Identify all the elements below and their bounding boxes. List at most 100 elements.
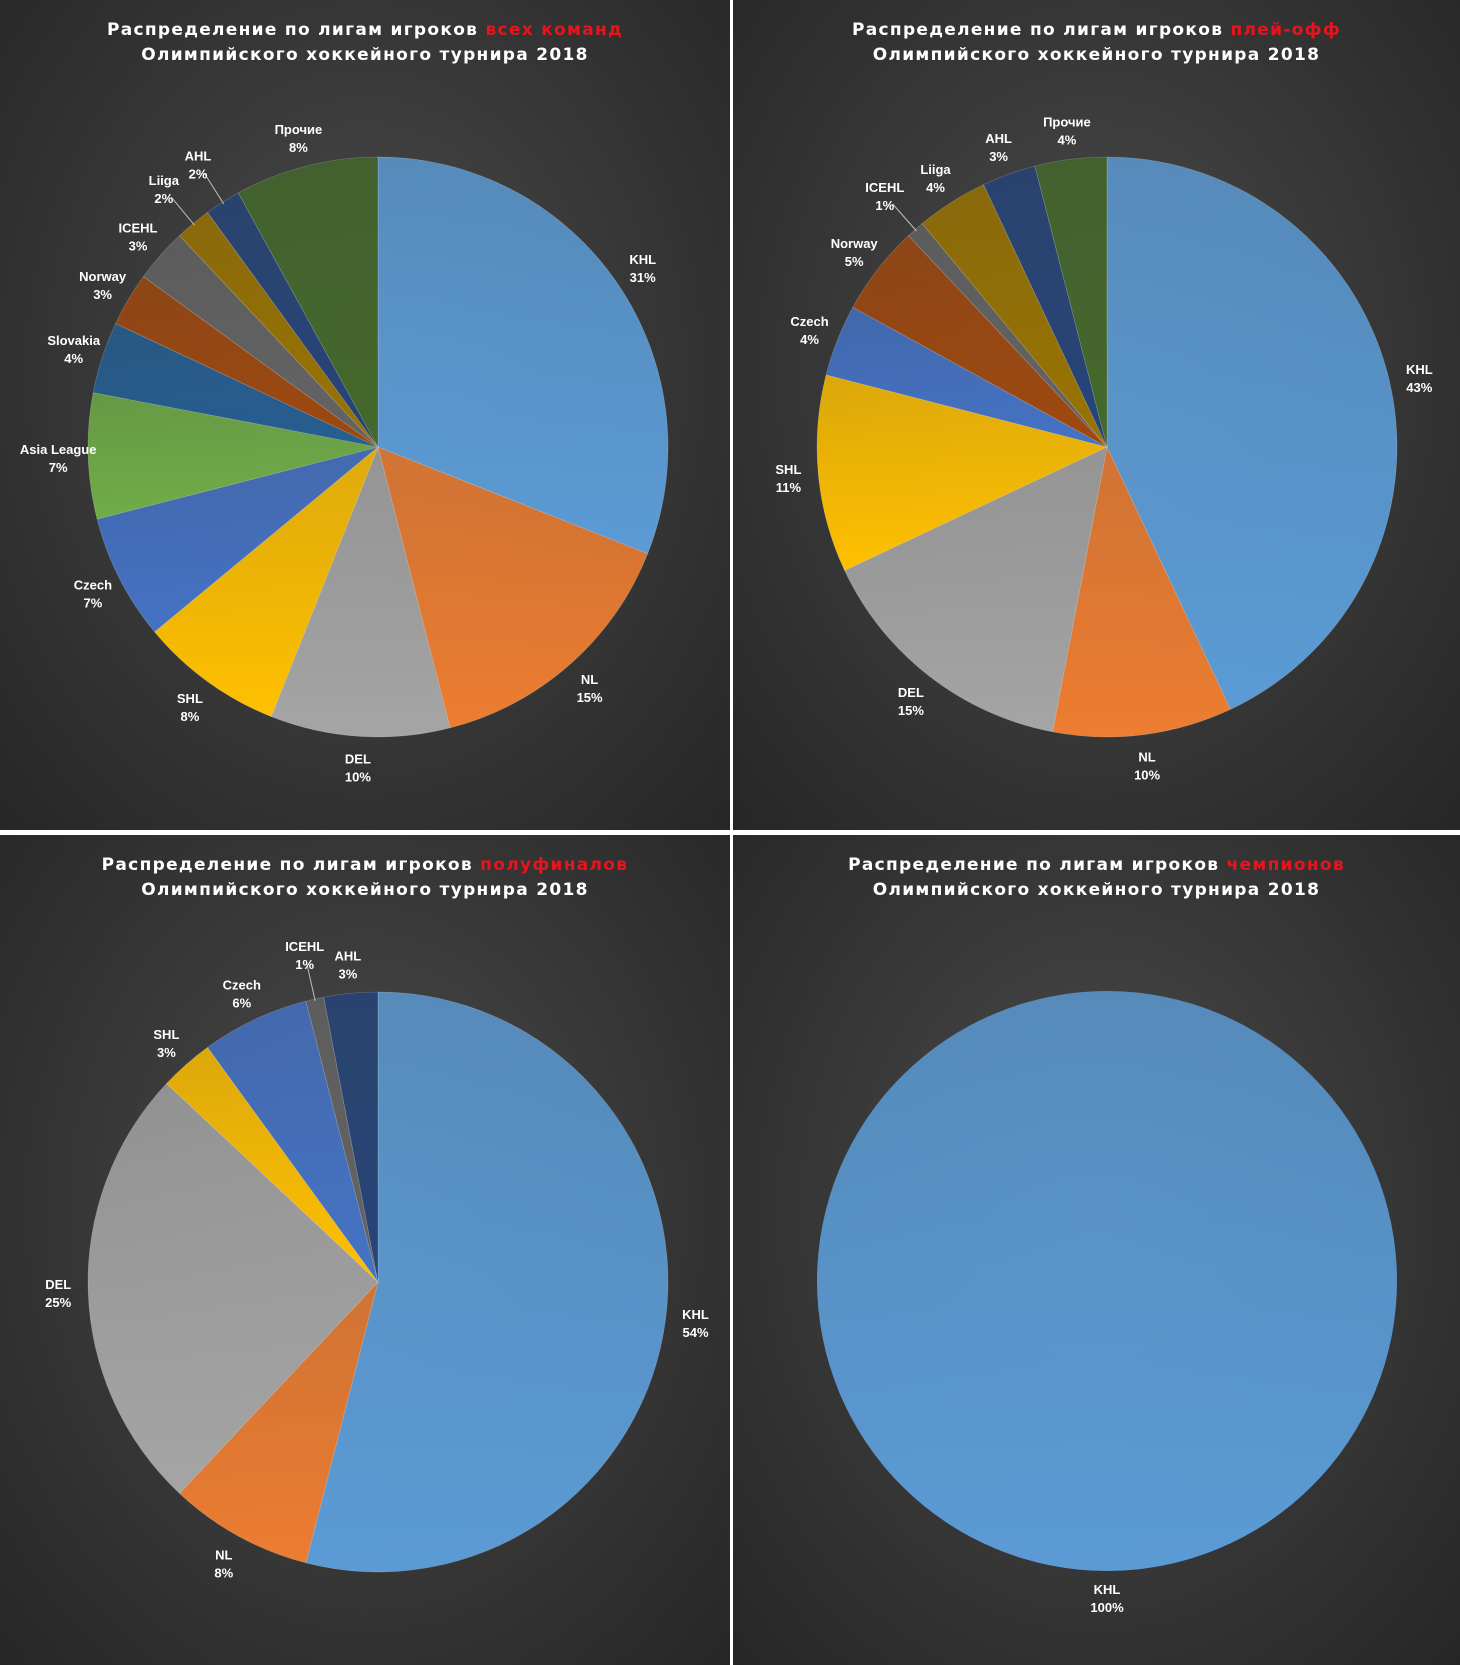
pie-slice-nl [179, 1281, 379, 1564]
leader-line-icehl [306, 965, 316, 1002]
pie-chart-champions: KHL 100% [817, 991, 1397, 1615]
pie-slice-прочие [1034, 156, 1108, 448]
slice-label-liiga: Liiga [920, 162, 951, 177]
pie-slice-shl [154, 446, 379, 718]
chart-title-prefix: Распределение по лигам игроков [851, 20, 1224, 40]
leader-line-icehl [892, 203, 917, 232]
slice-label-slovakia: Slovakia [47, 333, 101, 348]
slice-value-slovakia: 4% [64, 351, 83, 366]
slice-value-del: 15% [898, 703, 924, 718]
pie-chart-all-teams: KHL 31% NL 15% DEL 10% SHL 8% Czech 7% Asia League… [20, 122, 669, 784]
slice-label-icehl: ICEHL [865, 180, 904, 195]
pie-slice-khl [817, 991, 1397, 1571]
pie-slice-khl [1106, 156, 1398, 710]
slice-value-liiga: 2% [154, 191, 173, 206]
slice-label-norway: Norway [79, 269, 127, 284]
slice-value-del: 25% [45, 1295, 71, 1310]
slice-label-asia-league: Asia League [20, 442, 97, 457]
chart-panel-semifinals: Распределение по лигам игроков полуфинал… [0, 835, 730, 1665]
slice-label-khl: KHL [682, 1307, 709, 1322]
pie-slice-ahl [323, 991, 379, 1283]
pie-slice-del [844, 446, 1108, 733]
chart-panel-all-teams: Распределение по лигам игроков всех кома… [0, 0, 730, 830]
slice-label-icehl: ICEHL [119, 220, 158, 235]
slice-value-asia-league: 7% [49, 460, 68, 475]
slice-label-shl: SHL [177, 691, 203, 706]
slice-label-khl: KHL [1094, 1582, 1121, 1597]
slice-value-czech: 7% [84, 595, 103, 610]
slice-value-прочие: 4% [1058, 133, 1077, 148]
pie-slice-del [270, 446, 451, 738]
slice-value-khl: 100% [1090, 1600, 1124, 1615]
slice-label-shl: SHL [775, 462, 801, 477]
slice-value-del: 10% [345, 769, 371, 784]
slice-label-icehl: ICEHL [285, 939, 324, 954]
pie-slice-norway [852, 235, 1108, 448]
slice-value-khl: 31% [630, 270, 656, 285]
slice-value-czech: 4% [800, 332, 819, 347]
chart-title-line2: Олимпийского хоккейного турнира 2018 [141, 45, 589, 65]
slice-value-nl: 10% [1134, 768, 1160, 783]
chart-title: Распределение по лигам игроков чемпионов… [733, 853, 1460, 903]
pie-slice-khl [377, 156, 669, 555]
pie-slice-khl [305, 991, 669, 1573]
pie-chart-semifinals: KHL 54% NL 8% DEL 25% SHL 3% Czech 6% ICEHL 1% AHL 3% [45, 939, 709, 1580]
pie-slice-czech [96, 446, 379, 633]
pie-chart-playoffs: KHL 43% NL 10% DEL 15% SHL 11% Czech 4% Norway 5% IC… [775, 115, 1432, 783]
pie-slice-slovakia [92, 323, 379, 448]
chart-title-highlight: полуфиналов [480, 855, 629, 875]
chart-title: Распределение по лигам игроков полуфинал… [0, 853, 730, 903]
slice-value-прочие: 8% [289, 140, 308, 155]
pie-slice-czech [825, 306, 1108, 448]
pie-slice-del [87, 1083, 379, 1494]
leader-line-ahl [203, 173, 225, 205]
slice-label-nl: NL [215, 1547, 232, 1562]
chart-title-highlight: чемпионов [1226, 855, 1345, 875]
pie-slice-shl [816, 374, 1108, 571]
slice-value-khl: 54% [682, 1325, 708, 1340]
slice-label-liiga: Liiga [149, 173, 180, 188]
slice-value-icehl: 3% [129, 238, 148, 253]
slice-label-nl: NL [1138, 750, 1155, 765]
slice-label-del: DEL [345, 751, 371, 766]
slice-label-прочие: Прочие [1043, 115, 1091, 130]
slice-value-shl: 11% [776, 480, 802, 495]
slice-label-norway: Norway [831, 236, 879, 251]
pie-slice-shl [166, 1046, 379, 1283]
pie-slice-nl [377, 446, 649, 729]
chart-title-line2: Олимпийского хоккейного турнира 2018 [141, 880, 589, 900]
slice-value-ahl: 3% [339, 966, 358, 981]
chart-title-highlight: плей-офф [1230, 20, 1342, 40]
slice-label-czech: Czech [223, 978, 261, 993]
chart-title-prefix: Распределение по лигам игроков [101, 855, 473, 875]
pie-slice-ahl [983, 165, 1108, 448]
slice-value-ahl: 3% [989, 149, 1008, 164]
pie-slice-liiga [921, 184, 1108, 448]
chart-title-line2: Олимпийского хоккейного турнира 2018 [872, 45, 1321, 65]
slice-value-liiga: 4% [926, 180, 945, 195]
slice-value-norway: 5% [845, 254, 864, 269]
chart-title-prefix: Распределение по лигам игроков [848, 855, 1220, 875]
pie-slice-czech [207, 1000, 379, 1283]
slice-value-khl: 43% [1406, 380, 1432, 395]
leader-line-liiga [171, 197, 195, 226]
slice-label-del: DEL [45, 1277, 71, 1292]
chart-title-highlight: всех команд [485, 20, 624, 40]
chart-panel-playoffs: Распределение по лигам игроков плей-офф … [733, 0, 1460, 830]
slice-label-nl: NL [581, 672, 598, 687]
pie-slice-norway [115, 276, 379, 448]
pie-slice-прочие [237, 156, 379, 448]
chart-panel-champions: Распределение по лигам игроков чемпионов… [733, 835, 1460, 1665]
slice-label-ahl: AHL [335, 948, 362, 963]
slice-label-ahl: AHL [185, 148, 212, 163]
slice-label-khl: KHL [629, 252, 656, 267]
pie-slice-icehl [142, 235, 379, 448]
slice-value-shl: 3% [157, 1045, 176, 1060]
chart-title: Распределение по лигам игроков всех кома… [0, 18, 730, 68]
slice-label-czech: Czech [790, 314, 828, 329]
slice-label-ahl: AHL [985, 131, 1012, 146]
slice-label-прочие: Прочие [275, 122, 323, 137]
chart-title: Распределение по лигам игроков плей-офф … [733, 18, 1460, 68]
slice-label-shl: SHL [153, 1027, 179, 1042]
slice-label-czech: Czech [74, 577, 112, 592]
